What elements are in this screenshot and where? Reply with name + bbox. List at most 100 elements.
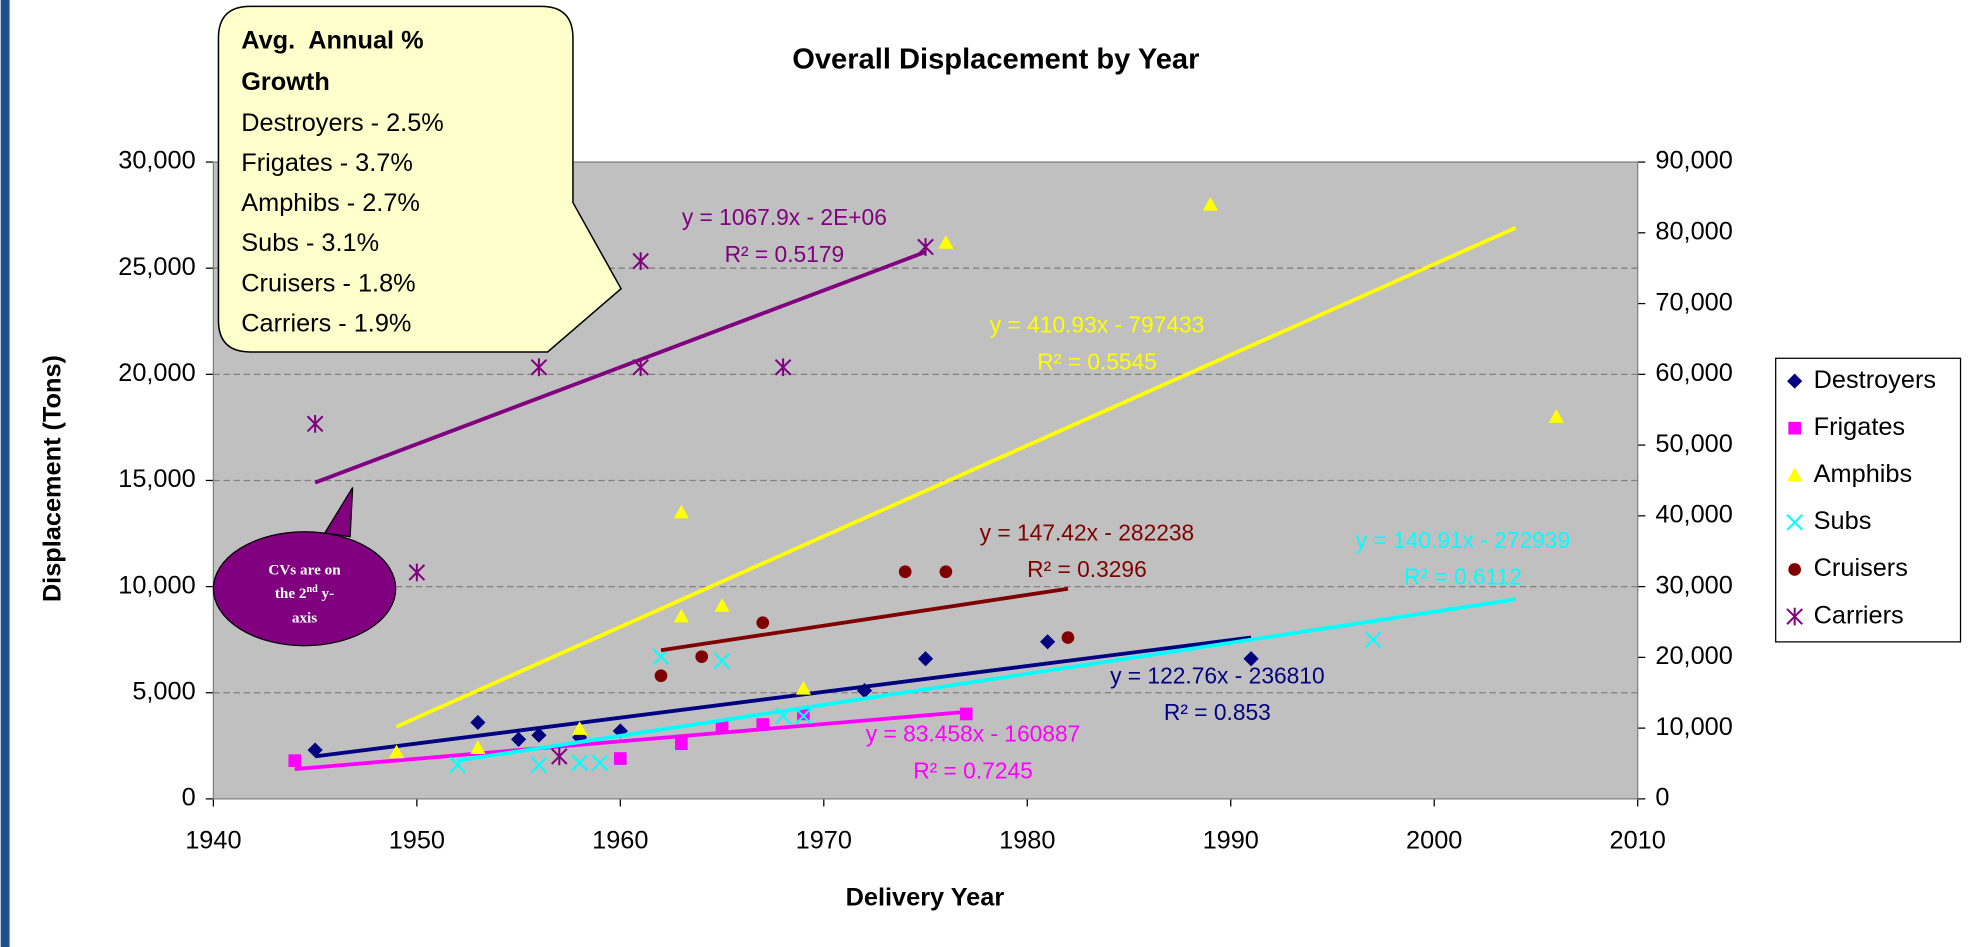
callout-text: axis xyxy=(292,610,317,627)
y-tick-label: 20,000 xyxy=(118,359,195,387)
point xyxy=(388,744,405,759)
trendline-equation: y = 122.76x - 236810 xyxy=(1110,662,1325,688)
y-tick-label: 30,000 xyxy=(118,147,195,175)
chart-title: Overall Displacement by Year xyxy=(792,43,1199,75)
point xyxy=(938,235,954,249)
trendline xyxy=(314,635,1252,759)
legend-label: Subs xyxy=(1814,507,1872,535)
point xyxy=(695,650,709,663)
point xyxy=(613,752,627,765)
trendline-r2: R² = 0.7245 xyxy=(913,757,1033,783)
callout-text: y- xyxy=(318,586,334,603)
y-axis-label: Displacement (Tons) xyxy=(39,355,67,602)
x-tick-label: 1980 xyxy=(999,827,1055,855)
point xyxy=(939,565,953,579)
point xyxy=(288,754,302,767)
point xyxy=(715,720,729,734)
point xyxy=(917,238,934,256)
legend-marker xyxy=(1786,514,1803,531)
point xyxy=(795,680,812,695)
point xyxy=(774,358,792,377)
point xyxy=(1061,631,1075,644)
edge-decoration xyxy=(0,0,10,947)
legend-marker xyxy=(1788,563,1802,576)
callout-text: the 2nd y- xyxy=(275,584,334,602)
y2-tick-label: 20,000 xyxy=(1655,642,1732,670)
y-tick-label: 10,000 xyxy=(118,571,195,599)
point xyxy=(530,358,548,377)
point xyxy=(673,504,689,519)
axis-callout: CVs are on the 2nd y- axis xyxy=(212,487,397,647)
trendline-r2: R² = 0.3296 xyxy=(1027,556,1147,582)
legend-marker xyxy=(1788,421,1802,435)
legend-marker xyxy=(1787,373,1803,389)
trendline-r2: R² = 0.5179 xyxy=(725,241,845,267)
trendline-equation: y = 410.93x - 797433 xyxy=(990,312,1205,338)
x-tick-label: 2000 xyxy=(1406,827,1462,855)
trendline-r2: R² = 0.5545 xyxy=(1037,348,1157,374)
point xyxy=(1040,634,1056,650)
y2-tick-label: 60,000 xyxy=(1655,359,1732,387)
point xyxy=(959,707,973,721)
callout-line: Carriers - 1.9% xyxy=(241,309,411,337)
point xyxy=(675,737,688,751)
trendline-r2: R² = 0.853 xyxy=(1164,699,1271,725)
trendline-equation: y = 147.42x - 282238 xyxy=(980,519,1195,545)
legend-label: Destroyers xyxy=(1814,366,1936,394)
legend-marker xyxy=(1786,607,1803,626)
y-tick-label: 0 xyxy=(182,784,196,812)
point xyxy=(856,683,873,699)
callout-heading: Avg. Annual % xyxy=(241,26,423,54)
trendline xyxy=(457,597,1516,763)
legend-label: Cruisers xyxy=(1814,554,1908,582)
x-axis-label: Delivery Year xyxy=(846,884,1005,912)
y2-tick-label: 40,000 xyxy=(1655,501,1732,529)
plot-border xyxy=(212,161,1639,800)
point xyxy=(449,756,466,774)
legend-box xyxy=(1775,357,1962,643)
legend-label: Frigates xyxy=(1814,413,1905,441)
point xyxy=(530,756,548,774)
point xyxy=(408,563,426,582)
y2-tick-label: 0 xyxy=(1655,784,1669,812)
y2-tick-label: 10,000 xyxy=(1655,713,1732,741)
trendline-equation: y = 1067.9x - 2E+06 xyxy=(682,204,887,230)
point xyxy=(797,707,810,721)
point xyxy=(795,707,812,725)
callout-line: Frigates - 3.7% xyxy=(241,149,413,177)
point xyxy=(898,565,912,579)
y2-tick-label: 70,000 xyxy=(1655,288,1732,316)
point xyxy=(673,608,689,623)
callout-text: CVs are on xyxy=(268,561,341,578)
callout-shape xyxy=(217,5,623,353)
trendline xyxy=(314,250,927,485)
x-tick-label: 1950 xyxy=(389,827,445,855)
point xyxy=(713,652,731,670)
callout-line: Cruisers - 1.8% xyxy=(241,269,415,297)
legend-marker xyxy=(1787,467,1803,482)
point xyxy=(306,414,324,433)
legend-label: Carriers xyxy=(1814,601,1904,629)
trendline-equation: y = 140.91x - 272939 xyxy=(1356,527,1571,553)
point xyxy=(550,747,568,766)
y2-tick-label: 90,000 xyxy=(1655,147,1732,175)
point xyxy=(632,358,649,377)
callout-heading: Growth xyxy=(241,68,330,96)
callout-line: Subs - 3.1% xyxy=(241,229,379,257)
callout-text: the 2 xyxy=(275,586,307,603)
trendline-r2: R² = 0.6112 xyxy=(1404,564,1522,590)
legend-label: Amphibs xyxy=(1814,460,1912,488)
callout-sup: nd xyxy=(307,584,319,595)
x-tick-label: 1940 xyxy=(185,827,241,855)
point xyxy=(571,754,588,772)
y2-tick-label: 50,000 xyxy=(1655,430,1732,458)
point xyxy=(510,731,527,748)
point xyxy=(756,718,770,731)
y2-tick-label: 80,000 xyxy=(1655,217,1732,245)
y-tick-label: 15,000 xyxy=(118,465,195,493)
y2-tick-label: 30,000 xyxy=(1655,571,1732,599)
point xyxy=(1548,409,1564,423)
x-tick-label: 1990 xyxy=(1203,827,1259,855)
callout-shape xyxy=(212,531,397,647)
